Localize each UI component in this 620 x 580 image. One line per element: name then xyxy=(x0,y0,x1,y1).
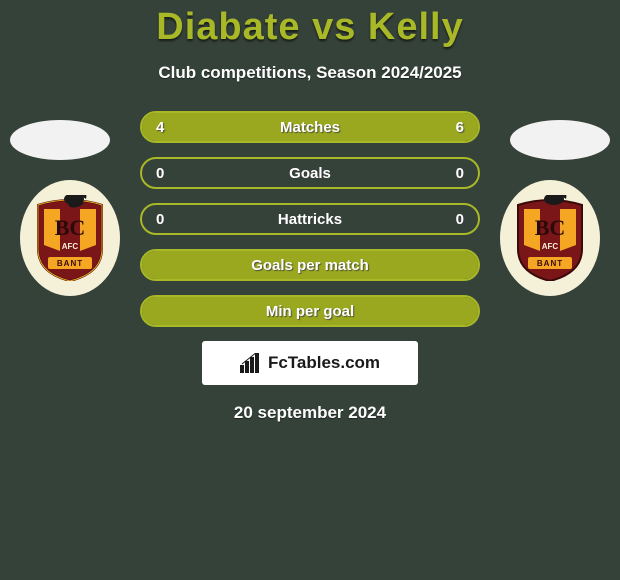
svg-text:BANT: BANT xyxy=(57,259,83,268)
svg-text:BC: BC xyxy=(535,215,566,240)
stat-row: 4Matches6 xyxy=(140,111,480,143)
page-title: Diabate vs Kelly xyxy=(0,0,620,49)
stat-label: Min per goal xyxy=(192,303,428,320)
fctables-logo: FcTables.com xyxy=(202,341,418,385)
stat-value-right: 6 xyxy=(428,119,478,136)
stat-value-left: 0 xyxy=(142,211,192,228)
svg-text:AFC: AFC xyxy=(542,242,559,251)
club-badge-left: BC AFC BANT xyxy=(20,180,120,296)
stat-row: 0Hattricks0 xyxy=(140,203,480,235)
player-left-avatar xyxy=(10,120,110,160)
date-label: 20 september 2024 xyxy=(0,403,620,423)
chart-icon xyxy=(240,353,262,373)
stat-row: 0Goals0 xyxy=(140,157,480,189)
stat-value-right: 0 xyxy=(428,211,478,228)
stat-label: Matches xyxy=(192,119,428,136)
stat-label: Goals xyxy=(192,165,428,182)
stat-value-right: 0 xyxy=(428,165,478,182)
stat-value-left: 4 xyxy=(142,119,192,136)
svg-text:BC: BC xyxy=(55,215,86,240)
player-right-avatar xyxy=(510,120,610,160)
logo-text: FcTables.com xyxy=(268,353,380,373)
stat-value-left: 0 xyxy=(142,165,192,182)
subtitle: Club competitions, Season 2024/2025 xyxy=(0,63,620,83)
stat-label: Hattricks xyxy=(192,211,428,228)
stat-row: Min per goal xyxy=(140,295,480,327)
club-badge-right: BC AFC BANT xyxy=(500,180,600,296)
stat-label: Goals per match xyxy=(192,257,428,274)
stat-row: Goals per match xyxy=(140,249,480,281)
svg-text:BANT: BANT xyxy=(537,259,563,268)
stats-container: 4Matches60Goals00Hattricks0Goals per mat… xyxy=(140,111,480,327)
svg-text:AFC: AFC xyxy=(62,242,79,251)
